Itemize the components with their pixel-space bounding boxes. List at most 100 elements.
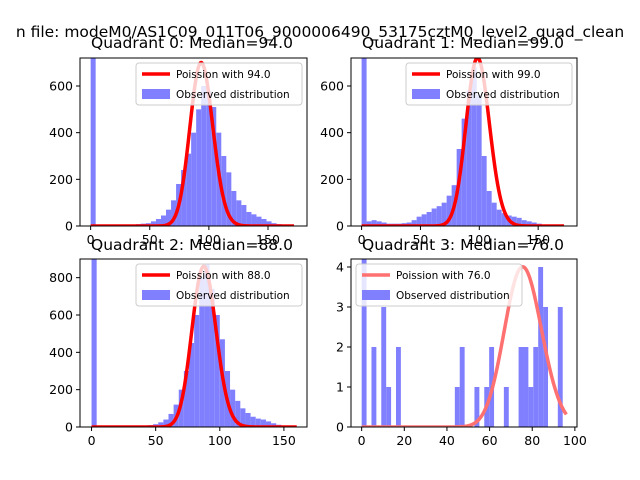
- legend: Poission with 99.0 Observed distribution: [405, 62, 573, 106]
- histogram-bar: [250, 416, 256, 427]
- legend-box: [405, 62, 573, 106]
- histogram-bar: [371, 347, 377, 427]
- x-tick-label: 100: [197, 232, 221, 247]
- histogram-bar: [183, 371, 190, 427]
- histogram-bar: [155, 219, 161, 226]
- histogram-bar: [260, 419, 266, 427]
- poisson-curve: [360, 264, 568, 427]
- histogram-bar: [516, 217, 522, 226]
- histogram-bar: [201, 86, 207, 226]
- histogram-bar: [230, 389, 236, 427]
- x-tick-label: 20: [396, 433, 412, 448]
- histogram-bar: [436, 206, 442, 226]
- histogram-bar: [266, 221, 272, 226]
- histogram-bar: [454, 387, 460, 427]
- histogram-bar: [255, 418, 261, 427]
- plot-area: [90, 259, 298, 427]
- x-tick-label: 150: [272, 433, 296, 448]
- histogram-bar: [91, 259, 97, 427]
- histogram-bar: [461, 118, 467, 226]
- histogram-bar: [557, 307, 563, 427]
- histogram-bar: [459, 347, 465, 427]
- x-tick-label: 80: [524, 433, 540, 448]
- histogram-bar: [236, 200, 242, 226]
- x-tick-label: 40: [439, 433, 455, 448]
- histogram-bar: [538, 267, 544, 427]
- histogram-bar: [361, 58, 367, 226]
- legend-label-observed: Observed distribution: [176, 290, 290, 302]
- histogram-bar: [251, 214, 257, 226]
- histogram-bar: [503, 387, 509, 427]
- legend-label-observed: Observed distribution: [176, 89, 290, 101]
- axes-frame: [79, 258, 308, 428]
- histogram-bar: [366, 221, 372, 226]
- histogram-bar: [226, 172, 232, 226]
- legend: Poission with 88.0 Observed distribution: [135, 263, 303, 307]
- legend-box: [135, 62, 303, 106]
- histogram-bar: [486, 191, 492, 226]
- x-tick-label: 50: [412, 232, 428, 247]
- y-tick-label: 400: [320, 125, 344, 140]
- histogram-bar: [526, 221, 532, 226]
- y-tick-label: 0: [336, 219, 344, 234]
- legend-hist-swatch: [362, 290, 390, 300]
- x-tick-label: 0: [88, 433, 96, 448]
- axes-frame: [79, 57, 308, 227]
- histogram-bar: [528, 387, 534, 427]
- axes-frame: [350, 258, 578, 428]
- histogram-bar: [189, 343, 195, 427]
- histogram-bar: [194, 315, 200, 427]
- histogram-bar: [186, 153, 192, 226]
- histogram-bar: [376, 221, 382, 226]
- histogram-bar: [235, 400, 241, 427]
- chart-title-quadrant-0: Quadrant 0: Median=94.0: [91, 34, 293, 52]
- y-tick-label: 3: [336, 300, 344, 315]
- chart-title-quadrant-2: Quadrant 2: Median=88.0: [91, 236, 293, 254]
- histogram-bar: [256, 216, 262, 226]
- y-tick-label: 0: [65, 420, 73, 435]
- legend-label-poisson: Poission with 99.0: [446, 69, 541, 81]
- chart-quadrant-3: 0 20 40 60 80 100 0 1 2 3 4 Poission with 76.0 Obser…: [336, 236, 587, 448]
- legend-label-poisson: Poission with 88.0: [176, 270, 271, 282]
- chart-quadrant-1: 0 50 100 150 0 200 400 600 Poission with 99.0 Obs…: [320, 34, 578, 247]
- histogram-bar: [518, 347, 524, 427]
- histogram-bar: [523, 347, 529, 427]
- x-tick-label: 50: [148, 433, 164, 448]
- x-tick-label: 100: [467, 232, 491, 247]
- y-tick-label: 800: [49, 270, 73, 285]
- histogram-bar: [271, 423, 277, 427]
- histogram-bar: [204, 264, 210, 427]
- histogram-bar: [361, 259, 367, 427]
- x-tick-label: 50: [142, 232, 158, 247]
- histogram-bar: [211, 107, 217, 226]
- chart-quadrant-0: 0 50 100 150 0 200 400 600 Poission with 94.0 Obs…: [49, 34, 308, 247]
- histogram-bar: [474, 387, 480, 427]
- x-tick-label: 0: [358, 232, 366, 247]
- histogram-bar: [191, 132, 197, 226]
- histogram-bar: [221, 156, 227, 226]
- histogram-bar: [521, 220, 527, 226]
- histogram-bar: [386, 387, 392, 427]
- histogram-bar: [491, 202, 497, 226]
- legend-hist-swatch: [142, 290, 170, 300]
- legend-label-poisson: Poission with 76.0: [396, 270, 491, 282]
- legend-hist-swatch: [142, 89, 170, 99]
- chart-title-quadrant-3: Quadrant 3: Median=76.0: [362, 236, 564, 254]
- legend-label-observed: Observed distribution: [446, 89, 560, 101]
- histogram-bar: [166, 209, 172, 226]
- histogram-bar: [214, 315, 220, 427]
- histogram-bar: [411, 220, 417, 226]
- x-tick-label: 100: [563, 433, 587, 448]
- poisson-curve: [89, 60, 295, 226]
- legend-box: [135, 263, 303, 307]
- histogram-bar: [261, 219, 267, 226]
- histogram-bar: [245, 413, 251, 427]
- histogram-bar: [446, 195, 452, 226]
- histogram-bar: [265, 421, 272, 427]
- figure-title: n file: modeM0/AS1C09_011T06_9000006490_…: [16, 23, 624, 42]
- y-tick-label: 600: [49, 79, 73, 94]
- histogram-bar: [246, 212, 252, 226]
- x-tick-label: 150: [256, 232, 280, 247]
- histogram-bar: [241, 205, 247, 226]
